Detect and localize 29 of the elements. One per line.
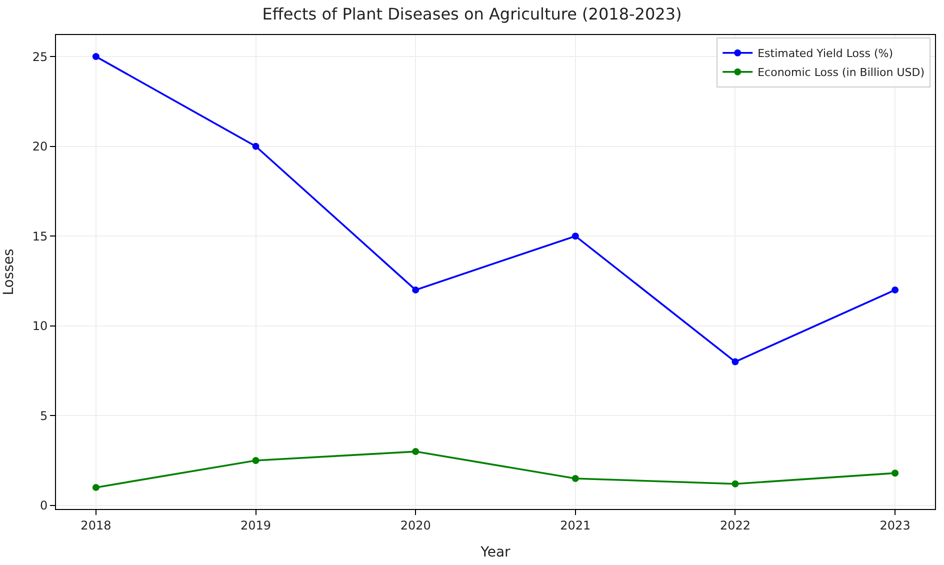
point <box>252 457 260 464</box>
y-tick-label: 0 <box>40 498 48 513</box>
x-axis-title: Year <box>480 544 511 561</box>
point <box>252 142 260 150</box>
y-tick-label: 25 <box>32 50 48 64</box>
x-tick-label: 2020 <box>400 518 431 532</box>
y-tick-label: 5 <box>40 408 48 423</box>
y-axis-title: Losses <box>0 248 17 296</box>
point <box>892 286 899 294</box>
y-tick-label: 20 <box>32 140 48 154</box>
legend-label: Economic Loss (in Billion USD) <box>758 66 925 80</box>
point <box>92 53 100 60</box>
x-tick-label: 2021 <box>560 518 591 532</box>
point <box>412 286 420 294</box>
chart-title: Effects of Plant Diseases on Agriculture (2018-2023) <box>262 4 682 24</box>
legend-label: Estimated Yield Loss (%) <box>758 47 894 60</box>
x-tick-label: 2018 <box>80 518 112 532</box>
point <box>572 474 579 482</box>
point <box>92 484 100 491</box>
x-tick-label: 2019 <box>240 518 272 532</box>
x-tick-label: 2023 <box>880 518 910 532</box>
point <box>572 232 579 240</box>
point <box>892 470 899 477</box>
x-tick-label: 2022 <box>720 518 751 532</box>
point <box>732 480 739 488</box>
point <box>412 448 420 456</box>
y-tick-label: 15 <box>32 229 48 244</box>
y-tick-label: 10 <box>32 319 48 334</box>
point <box>732 358 739 366</box>
